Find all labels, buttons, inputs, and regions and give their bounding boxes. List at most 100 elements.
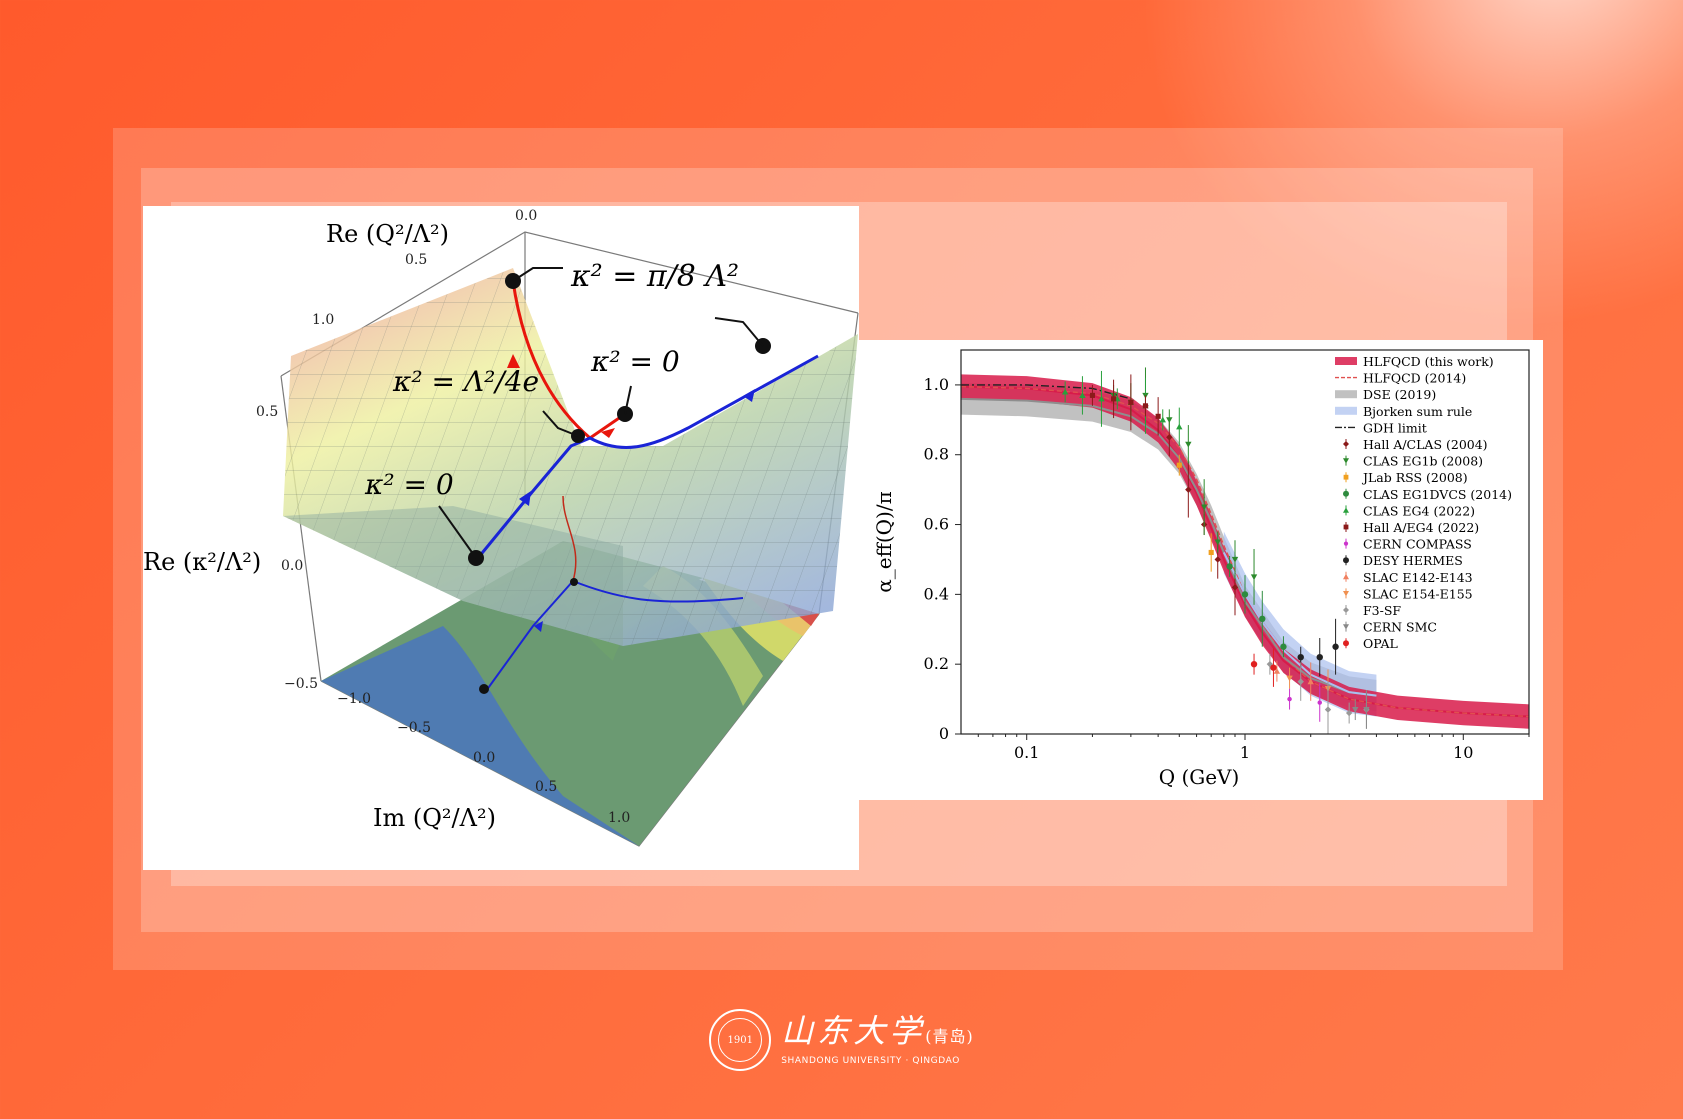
legend-item-hall-a-clas-2004: Hall A/CLAS (2004) [1343, 437, 1488, 452]
data-point-f3-sf [1324, 706, 1332, 713]
top-tick-2: 1.0 [312, 312, 334, 328]
legend-item-gdh-limit: GDH limit [1335, 420, 1427, 435]
university-name-en: SHANDONG UNIVERSITY · QINGDAO [781, 1056, 960, 1066]
data-point-clas-eg1b-2008 [1185, 441, 1192, 448]
y-tick-label: 0.6 [924, 515, 949, 534]
axis-left-label: Re (κ²/Λ²) [143, 548, 261, 576]
legend-label: DESY HERMES [1363, 553, 1463, 568]
legend-swatch [1335, 390, 1357, 399]
data-point-jlab-rss-2008 [1208, 549, 1214, 556]
band-bjorken-sum-rule [1223, 531, 1377, 717]
legend-marker [1343, 458, 1349, 464]
y-tick-label: 1.0 [924, 375, 949, 394]
data-point-hall-a-eg4-2022 [1155, 413, 1161, 419]
legend-item-dse-2019: DSE (2019) [1335, 387, 1436, 402]
legend: HLFQCD (this work) HLFQCD (2014)DSE (2019… [1335, 354, 1512, 651]
legend-item-hall-a-eg4-2022: Hall A/EG4 (2022) [1343, 520, 1479, 535]
legend-label: F3-SF [1363, 603, 1401, 618]
data-point-opal [1270, 664, 1277, 671]
legend-item-jlab-rss-2008: JLab RSS (2008) [1343, 470, 1468, 485]
data-point-cern-compass [1317, 700, 1322, 705]
legend-label: CERN COMPASS [1363, 537, 1472, 552]
legend-label: HLFQCD (this work) [1363, 354, 1494, 369]
legend-label: DSE (2019) [1363, 387, 1436, 402]
legend-item-bjorken-sum-rule: Bjorken sum rule [1335, 404, 1472, 419]
legend-label: OPAL [1363, 636, 1398, 651]
x-tick-label: 0.1 [1014, 743, 1039, 762]
legend-label: SLAC E154-E155 [1363, 586, 1473, 601]
y-tick-label: 0.8 [924, 445, 949, 464]
legend-item-opal: OPAL [1343, 636, 1398, 651]
axis-top-label: Re (Q²/Λ²) [326, 220, 449, 248]
bottom-tick-0: −1.0 [337, 691, 371, 707]
data-point-clas-eg1dvcs-2014 [1259, 615, 1266, 622]
legend-marker [1343, 624, 1349, 630]
top-tick-1: 0.5 [405, 252, 427, 268]
annotation-lambda-4e: κ² = Λ²/4e [392, 365, 539, 398]
legend-label: CERN SMC [1363, 620, 1437, 635]
legend-item-cern-smc: CERN SMC [1343, 620, 1437, 635]
legend-item-clas-eg4-2022: CLAS EG4 (2022) [1343, 503, 1475, 518]
legend-item-desy-hermes: DESY HERMES [1343, 553, 1463, 568]
legend-marker [1343, 573, 1349, 580]
legend-swatch [1335, 406, 1357, 415]
legend-label: CLAS EG1DVCS (2014) [1363, 487, 1512, 502]
leader-lines [438, 267, 764, 559]
legend-marker [1343, 640, 1349, 647]
legend-item-hlfqcd-this-work: HLFQCD (this work) [1335, 354, 1494, 369]
legend-item-f3-sf: F3-SF [1343, 603, 1401, 618]
legend-marker [1343, 490, 1349, 497]
y-axis-label: α_eff(Q)/π [872, 491, 896, 592]
legend-label: SLAC E142-E143 [1363, 570, 1473, 585]
data-point-f3-sf [1345, 709, 1353, 717]
x-axis-label: Q (GeV) [1159, 765, 1240, 789]
y-tick-label: 0 [939, 724, 949, 743]
data-point-clas-eg1b-2008 [1166, 417, 1173, 424]
left-tick-0: 0.5 [256, 404, 278, 420]
data-point-clas-eg1b-2008 [1200, 504, 1208, 511]
coupling-chart-panel: 0.1 1 10 0 0.2 0.4 0.6 0.8 1.0 Q (GeV) α_eff(Q)/… [859, 340, 1543, 800]
legend-swatch [1335, 357, 1357, 365]
legend-marker [1343, 524, 1349, 530]
bottom-tick-4: 1.0 [608, 810, 630, 826]
legend-marker [1343, 541, 1349, 546]
data-point-clas-eg1b-2008 [1231, 556, 1239, 563]
legend-label: GDH limit [1363, 420, 1427, 435]
data-point-hall-a-eg4-2022 [1142, 403, 1149, 409]
footer-logo: 1901 山东大学(青岛) SHANDONG UNIVERSITY · QING… [0, 1005, 1683, 1075]
flow-paths [476, 280, 819, 692]
data-point-opal [1250, 660, 1258, 668]
data-point-clas-eg4-2022 [1098, 395, 1105, 402]
data-point-hall-a-eg4-2022 [1128, 399, 1134, 405]
data-point-clas-eg4-2022 [1061, 388, 1069, 395]
data-point-hall-a-eg4-2022 [1111, 396, 1117, 402]
university-name-cn: 山东大学 [781, 1012, 926, 1050]
legend-item-clas-eg1b-2008: CLAS EG1b (2008) [1343, 454, 1483, 469]
university-seal-icon: 1901 [709, 1009, 772, 1071]
data-point-desy-hermes [1332, 643, 1339, 650]
data-point-clas-eg1dvcs-2014 [1226, 563, 1233, 570]
campus-name-cn: (青岛) [925, 1027, 974, 1046]
data-point-clas-eg4-2022 [1176, 423, 1183, 430]
legend-label: Hall A/CLAS (2004) [1363, 437, 1488, 452]
bottom-tick-2: 0.0 [473, 750, 495, 766]
legend-marker [1343, 607, 1349, 613]
left-tick-1: 0.0 [281, 558, 303, 574]
legend-label: Hall A/EG4 (2022) [1363, 520, 1479, 535]
annotation-pi8: κ² = π/8 Λ² [570, 259, 739, 294]
data-point-clas-eg1b-2008 [1250, 574, 1258, 581]
left-tick-2: −0.5 [284, 676, 318, 692]
legend-marker [1343, 591, 1349, 597]
data-point-cern-smc [1363, 707, 1370, 713]
legend-marker [1343, 507, 1349, 513]
annotation-zero-left: κ² = 0 [364, 468, 454, 501]
data-point-desy-hermes [1297, 654, 1304, 661]
data-point-hall-a-eg4-2022 [1089, 392, 1095, 398]
data-point-clas-eg1dvcs-2014 [1241, 591, 1249, 598]
legend-item-cern-compass: CERN COMPASS [1343, 537, 1472, 552]
legend-item-slac-e154-e155: SLAC E154-E155 [1343, 586, 1473, 601]
data-point-desy-hermes [1316, 654, 1323, 661]
blue-arrows [519, 389, 755, 632]
data-point-slac-e154-e155 [1286, 675, 1293, 682]
bottom-tick-3: 0.5 [535, 779, 557, 795]
